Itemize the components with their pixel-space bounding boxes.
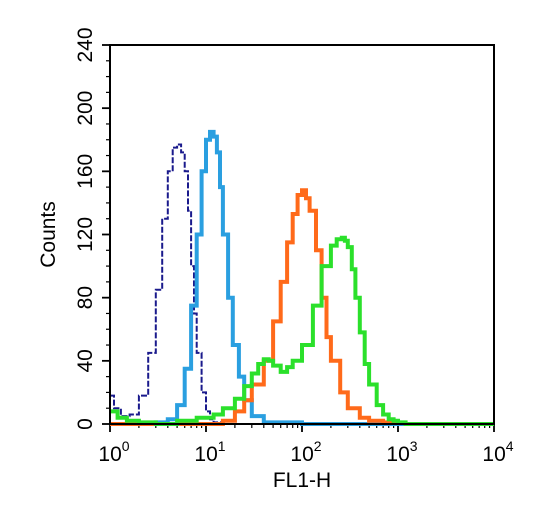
x-tick-base: 10 (194, 443, 217, 466)
x-tick-exponent: 2 (314, 438, 322, 454)
x-tick-base: 10 (98, 443, 121, 466)
x-tick-base: 10 (482, 443, 505, 466)
x-tick-label: 103 (386, 438, 417, 466)
x-tick-exponent: 0 (122, 438, 130, 454)
x-tick-base: 10 (386, 443, 409, 466)
x-axis-title: FL1-H (273, 469, 331, 492)
histogram-series-2 (110, 129, 494, 426)
plot-frame (109, 44, 495, 425)
y-tick-label: 160 (74, 154, 97, 189)
y-tick-label: 120 (74, 217, 97, 252)
x-tick-base: 10 (290, 443, 313, 466)
axis-ticks (102, 44, 495, 432)
x-tick-exponent: 4 (506, 438, 514, 454)
x-tick-label: 101 (194, 438, 225, 466)
histogram-series (110, 129, 494, 426)
y-tick-label: 200 (74, 91, 97, 126)
histogram-series-1 (110, 143, 235, 425)
y-tick-label: 0 (74, 418, 97, 430)
x-tick-exponent: 3 (410, 438, 418, 454)
y-tick-label: 40 (74, 349, 97, 372)
y-axis-title: Counts (37, 201, 60, 268)
x-tick-label: 100 (98, 438, 129, 466)
x-tick-exponent: 1 (218, 438, 226, 454)
x-tick-label: 102 (290, 438, 321, 466)
y-tick-label: 80 (74, 286, 97, 309)
x-tick-label: 104 (482, 438, 513, 466)
histogram-series-4 (110, 235, 494, 426)
histogram-series-3 (110, 188, 400, 426)
y-tick-label: 240 (74, 27, 97, 62)
